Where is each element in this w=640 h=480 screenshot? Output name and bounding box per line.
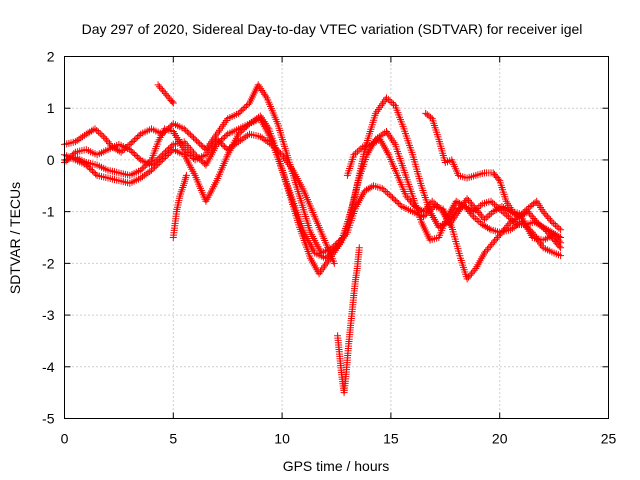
x-tick-label: 15 xyxy=(383,431,399,447)
y-axis-label: SDTVAR / TECUs xyxy=(7,182,23,294)
y-tick-label: -3 xyxy=(42,307,55,323)
point-markers xyxy=(422,109,565,234)
data-points xyxy=(61,81,565,397)
point-markers xyxy=(343,135,565,252)
grid-lines xyxy=(64,56,609,419)
plot-frame xyxy=(64,56,609,419)
x-tick-label: 20 xyxy=(492,431,508,447)
series-track-5 xyxy=(343,135,565,252)
x-tick-label: 0 xyxy=(61,431,69,447)
x-tick-labels: 0 5 10 15 20 25 xyxy=(61,431,617,447)
x-tick-label: 5 xyxy=(169,431,177,447)
point-markers xyxy=(154,81,177,107)
y-tick-label: -5 xyxy=(42,411,55,427)
x-tick-label: 10 xyxy=(274,431,290,447)
series-track-8 xyxy=(154,81,177,107)
axis-ticks xyxy=(64,56,609,419)
point-markers xyxy=(169,171,190,241)
y-tick-label: -4 xyxy=(42,359,55,375)
y-tick-label: -1 xyxy=(42,204,55,220)
y-tick-labels: -5 -4 -3 -2 -1 0 1 2 xyxy=(42,49,55,427)
y-tick-label: 0 xyxy=(47,152,55,168)
y-tick-label: 1 xyxy=(47,100,55,116)
y-tick-label: 2 xyxy=(47,49,55,65)
series-track-9 xyxy=(169,171,190,241)
point-markers xyxy=(334,244,363,397)
x-tick-label: 25 xyxy=(601,431,617,447)
chart-title: Day 297 of 2020, Sidereal Day-to-day VTE… xyxy=(82,21,583,37)
y-tick-label: -2 xyxy=(42,255,55,271)
series-track-7 xyxy=(334,244,363,397)
series-track-6 xyxy=(422,109,565,234)
x-axis-label: GPS time / hours xyxy=(283,458,390,474)
